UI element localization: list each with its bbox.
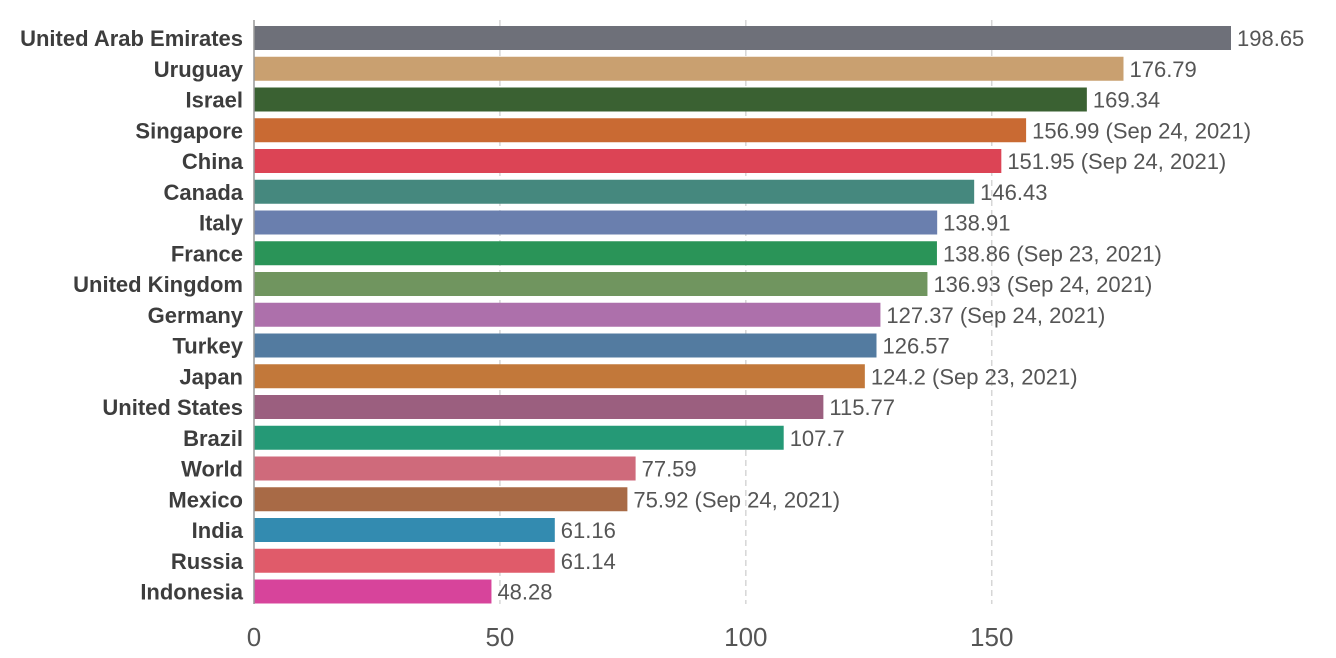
category-label: France bbox=[171, 241, 243, 266]
value-label: 77.59 bbox=[642, 457, 697, 482]
bar bbox=[254, 333, 877, 358]
category-label: China bbox=[182, 149, 244, 174]
bar bbox=[254, 518, 555, 542]
value-label: 127.37 (Sep 24, 2021) bbox=[886, 303, 1105, 328]
value-label: 146.43 bbox=[980, 180, 1047, 205]
category-label: Mexico bbox=[168, 487, 243, 512]
value-label: 61.16 bbox=[561, 518, 616, 543]
category-label: Germany bbox=[148, 303, 244, 328]
category-label: India bbox=[192, 518, 244, 543]
bar bbox=[254, 579, 492, 604]
value-label: 124.2 (Sep 23, 2021) bbox=[871, 364, 1078, 389]
category-label: Uruguay bbox=[154, 57, 244, 82]
x-tick-label: 50 bbox=[485, 622, 514, 652]
value-label: 151.95 (Sep 24, 2021) bbox=[1007, 149, 1226, 174]
category-label: Israel bbox=[186, 88, 244, 113]
bar bbox=[254, 118, 1027, 143]
bars bbox=[254, 26, 1231, 604]
category-label: World bbox=[181, 457, 243, 482]
category-label: Canada bbox=[164, 180, 244, 205]
bar bbox=[254, 56, 1124, 81]
bar bbox=[254, 241, 937, 266]
bar bbox=[254, 272, 928, 296]
category-label: Brazil bbox=[183, 426, 243, 451]
category-label: Russia bbox=[171, 549, 244, 574]
bar bbox=[254, 487, 628, 512]
x-axis: 0 50 100 150 bbox=[247, 20, 1013, 652]
category-label: Singapore bbox=[135, 118, 243, 143]
value-label: 138.86 (Sep 23, 2021) bbox=[943, 241, 1162, 266]
category-label: Italy bbox=[199, 211, 244, 236]
value-label: 198.65 bbox=[1237, 26, 1304, 51]
value-label: 107.7 bbox=[790, 426, 845, 451]
bar bbox=[254, 302, 881, 327]
value-label: 136.93 (Sep 24, 2021) bbox=[933, 272, 1152, 297]
value-label: 48.28 bbox=[497, 580, 552, 605]
x-tick-label: 100 bbox=[724, 622, 767, 652]
x-tick-label: 0 bbox=[247, 622, 261, 652]
labels: United Arab Emirates 198.65 Uruguay 176.79 I… bbox=[20, 26, 1304, 605]
category-label: United States bbox=[102, 395, 243, 420]
value-label: 169.34 bbox=[1093, 88, 1160, 113]
category-label: United Kingdom bbox=[73, 272, 243, 297]
value-label: 126.57 bbox=[882, 334, 949, 359]
value-label: 115.77 bbox=[829, 395, 895, 420]
bar bbox=[254, 26, 1231, 50]
bar bbox=[254, 456, 636, 481]
bar bbox=[254, 425, 784, 450]
bar bbox=[254, 210, 938, 235]
category-label: United Arab Emirates bbox=[20, 26, 243, 51]
value-label: 61.14 bbox=[561, 549, 616, 574]
bar bbox=[254, 395, 824, 419]
category-label: Indonesia bbox=[140, 580, 243, 605]
category-label: Japan bbox=[179, 364, 243, 389]
value-label: 156.99 (Sep 24, 2021) bbox=[1032, 118, 1251, 143]
value-label: 176.79 bbox=[1129, 57, 1196, 82]
value-label: 75.92 (Sep 24, 2021) bbox=[633, 487, 840, 512]
value-label: 138.91 bbox=[943, 211, 1010, 236]
bar bbox=[254, 149, 1002, 173]
bar bbox=[254, 548, 555, 573]
category-label: Turkey bbox=[172, 334, 243, 359]
bar bbox=[254, 87, 1087, 112]
bar bbox=[254, 179, 975, 204]
x-tick-label: 150 bbox=[970, 622, 1013, 652]
bar bbox=[254, 364, 865, 389]
